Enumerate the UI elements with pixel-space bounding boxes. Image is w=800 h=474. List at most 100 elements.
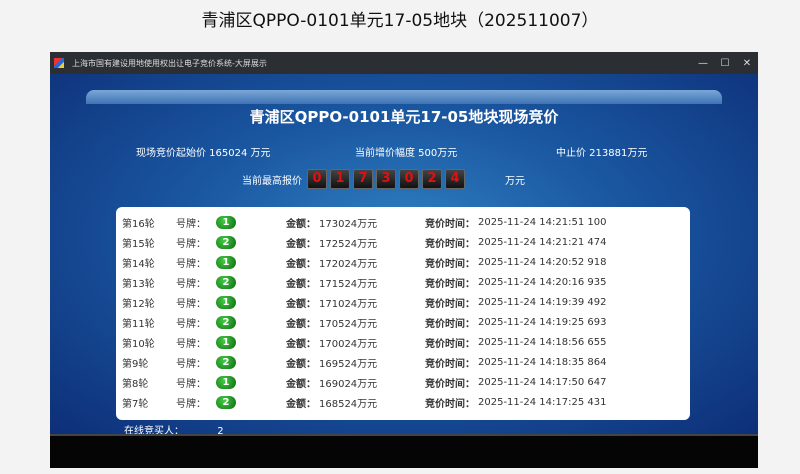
paddle-label: 号牌： [176, 378, 206, 390]
app-icon [54, 58, 64, 68]
round: 第14轮 [122, 258, 155, 270]
amount-label: 金额： [286, 278, 316, 290]
bid-time: 2025-11-24 14:21:21 474 [478, 236, 607, 248]
start-price: 现场竞价起始价 165024 万元 [136, 148, 271, 159]
max-bid-unit: 万元 [505, 175, 525, 187]
round: 第11轮 [122, 318, 155, 330]
paddle-label: 号牌： [176, 298, 206, 310]
amount-label: 金额： [286, 338, 316, 350]
amount: 171024万元 [319, 298, 378, 310]
table-row: 第7轮 号牌： 2 金额： 168524万元 竞价时间： 2025-11-24 … [116, 392, 690, 412]
bid-time: 2025-11-24 14:17:50 647 [478, 376, 607, 388]
amount: 169024万元 [319, 378, 378, 390]
round: 第12轮 [122, 298, 155, 310]
paddle-label: 号牌： [176, 218, 206, 230]
paddle-badge: 1 [216, 335, 236, 349]
digit: 0 [307, 169, 327, 189]
window-title: 上海市国有建设用地使用权出让电子竞价系统-大屏展示 [72, 58, 267, 68]
maximize-icon[interactable]: ☐ [720, 57, 730, 69]
amount-label: 金额： [286, 398, 316, 410]
caption: 青浦区QPPO-0101单元17-05地块（202511007） [201, 11, 599, 31]
table-row: 第12轮 号牌： 1 金额： 171024万元 竞价时间： 2025-11-24… [116, 292, 690, 312]
time-label: 竞价时间： [425, 318, 475, 330]
paddle-label: 号牌： [176, 238, 206, 250]
amount: 170524万元 [319, 318, 378, 330]
paddle-badge: 1 [216, 375, 236, 389]
table-row: 第10轮 号牌： 1 金额： 170024万元 竞价时间： 2025-11-24… [116, 332, 690, 352]
bid-time: 2025-11-24 14:19:39 492 [478, 296, 607, 308]
amount-label: 金额： [286, 318, 316, 330]
online-label: 在线竞买人： [124, 426, 184, 437]
amount-label: 金额： [286, 218, 316, 230]
paddle-label: 号牌： [176, 258, 206, 270]
amount-label: 金额： [286, 238, 316, 250]
digit: 0 [399, 169, 419, 189]
paddle-badge: 2 [216, 275, 236, 289]
round: 第10轮 [122, 338, 155, 350]
paddle-badge: 2 [216, 315, 236, 329]
online-bidders: 在线竞买人： 2 [124, 422, 224, 437]
digit: 1 [330, 169, 350, 189]
round: 第15轮 [122, 238, 155, 250]
time-label: 竞价时间： [425, 218, 475, 230]
table-row: 第11轮 号牌： 2 金额： 170524万元 竞价时间： 2025-11-24… [116, 312, 690, 332]
increment: 当前增价幅度 500万元 [355, 148, 458, 159]
paddle-label: 号牌： [176, 338, 206, 350]
amount-label: 金额： [286, 258, 316, 270]
minimize-icon[interactable]: — [698, 57, 708, 69]
time-label: 竞价时间： [425, 358, 475, 370]
bid-time: 2025-11-24 14:19:25 693 [478, 316, 607, 328]
time-label: 竞价时间： [425, 338, 475, 350]
time-label: 竞价时间： [425, 378, 475, 390]
bid-time: 2025-11-24 14:17:25 431 [478, 396, 607, 408]
paddle-label: 号牌： [176, 398, 206, 410]
digit: 7 [353, 169, 373, 189]
online-count: 2 [217, 426, 224, 437]
amount: 172024万元 [319, 258, 378, 270]
bid-time: 2025-11-24 14:21:51 100 [478, 216, 607, 228]
amount: 169524万元 [319, 358, 378, 370]
auction-screen: 青浦区QPPO-0101单元17-05地块现场竞价 现场竞价起始价 165024… [50, 74, 758, 437]
paddle-badge: 1 [216, 255, 236, 269]
amount-label: 金额： [286, 358, 316, 370]
table-row: 第15轮 号牌： 2 金额： 172524万元 竞价时间： 2025-11-24… [116, 232, 690, 252]
amount: 171524万元 [319, 278, 378, 290]
digit: 3 [376, 169, 396, 189]
time-label: 竞价时间： [425, 278, 475, 290]
digit: 2 [422, 169, 442, 189]
round: 第16轮 [122, 218, 155, 230]
paddle-label: 号牌： [176, 318, 206, 330]
amount-label: 金额： [286, 378, 316, 390]
page-title: 青浦区QPPO-0101单元17-05地块现场竞价 [249, 108, 559, 126]
paddle-badge: 2 [216, 235, 236, 249]
screenshot-window: 上海市国有建设用地使用权出让电子竞价系统-大屏展示 — ☐ ✕ 青浦区QPPO-… [50, 52, 758, 468]
time-label: 竞价时间： [425, 258, 475, 270]
time-label: 竞价时间： [425, 238, 475, 250]
bid-time: 2025-11-24 14:20:52 918 [478, 256, 607, 268]
paddle-label: 号牌： [176, 278, 206, 290]
paddle-badge: 1 [216, 295, 236, 309]
table-row: 第13轮 号牌： 2 金额： 171524万元 竞价时间： 2025-11-24… [116, 272, 690, 292]
amount: 172524万元 [319, 238, 378, 250]
bid-history-table: 第16轮 号牌： 1 金额： 173024万元 竞价时间： 2025-11-24… [116, 207, 690, 420]
amount: 173024万元 [319, 218, 378, 230]
taskbar [50, 434, 758, 468]
title-bar: 上海市国有建设用地使用权出让电子竞价系统-大屏展示 — ☐ ✕ [50, 52, 758, 74]
time-label: 竞价时间： [425, 298, 475, 310]
table-row: 第14轮 号牌： 1 金额： 172024万元 竞价时间： 2025-11-24… [116, 252, 690, 272]
close-icon[interactable]: ✕ [742, 57, 752, 69]
bid-time: 2025-11-24 14:18:35 864 [478, 356, 607, 368]
bid-time: 2025-11-24 14:18:56 655 [478, 336, 607, 348]
stop-price: 中止价 213881万元 [556, 148, 648, 159]
amount: 170024万元 [319, 338, 378, 350]
table-row: 第16轮 号牌： 1 金额： 173024万元 竞价时间： 2025-11-24… [116, 212, 690, 232]
round: 第7轮 [122, 398, 149, 410]
panel-header-strip [86, 90, 722, 104]
digit: 4 [445, 169, 465, 189]
paddle-badge: 1 [216, 215, 236, 229]
paddle-label: 号牌： [176, 358, 206, 370]
time-label: 竞价时间： [425, 398, 475, 410]
max-bid-label: 当前最高报价 [242, 175, 302, 187]
